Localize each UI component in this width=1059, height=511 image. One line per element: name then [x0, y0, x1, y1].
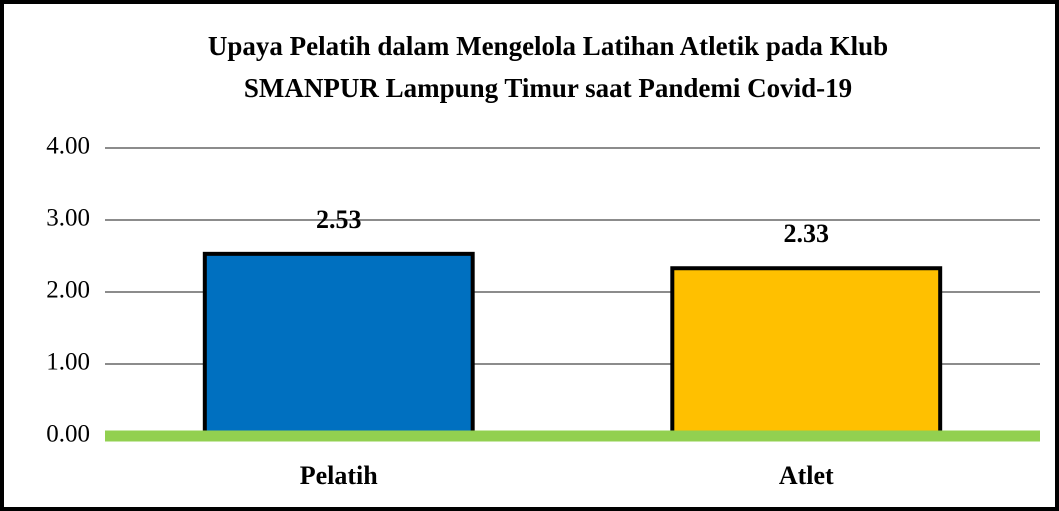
bar: [202, 251, 475, 438]
x-tick-label: Atlet: [779, 461, 834, 490]
y-tick-label: 4.00: [46, 133, 90, 160]
y-tick-label: 0.00: [46, 421, 90, 448]
x-tick-label: Pelatih: [300, 461, 379, 490]
y-tick-label: 3.00: [46, 205, 90, 232]
chart-title: SMANPUR Lampung Timur saat Pandemi Covid…: [244, 73, 852, 103]
data-label: 2.33: [784, 219, 830, 248]
bar: [670, 266, 943, 438]
data-label: 2.53: [316, 205, 362, 234]
y-tick-label: 1.00: [46, 349, 90, 376]
y-tick-label: 2.00: [46, 277, 90, 304]
chart-title: Upaya Pelatih dalam Mengelola Latihan At…: [208, 31, 888, 61]
